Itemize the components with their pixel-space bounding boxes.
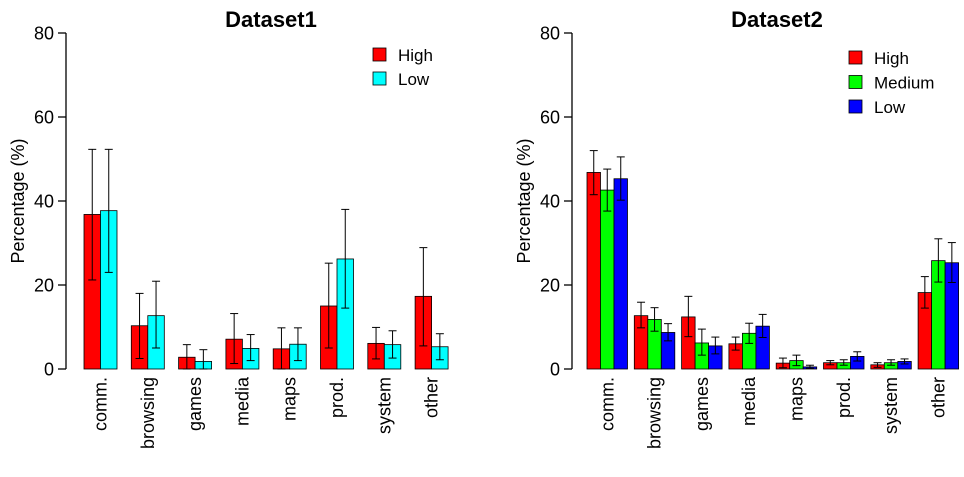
category-label: prod.: [834, 377, 854, 418]
legend-swatch-high: [372, 47, 387, 62]
category-label: prod.: [327, 377, 347, 418]
category-label: comm.: [91, 377, 111, 431]
category-label: maps: [786, 377, 806, 421]
category-label: browsing: [138, 377, 158, 449]
chart-dataset2: Dataset2 0 20 40 60 80 Percentage (%) comm. brow…: [514, 7, 959, 449]
category-label: maps: [280, 377, 300, 421]
legend-label: Low: [398, 70, 430, 89]
bar-high: [586, 172, 601, 370]
category-label: system: [881, 377, 901, 434]
y-axis-label: Percentage (%): [514, 138, 534, 263]
chart-dataset1: Dataset1 0 20 40 60 80 Percentage (%) comm. brow…: [8, 7, 449, 449]
category-label: games: [692, 377, 712, 431]
chart-title: Dataset1: [225, 7, 317, 32]
y-tick-label: 0: [550, 360, 560, 380]
legend-label: High: [398, 46, 433, 65]
bar-medium: [600, 189, 615, 370]
category-label: other: [928, 377, 948, 418]
category-label: system: [374, 377, 394, 434]
legend-label: Medium: [874, 74, 934, 93]
y-tick-label: 20: [540, 276, 560, 296]
legend-swatch-low: [372, 71, 387, 86]
y-tick-label: 20: [34, 276, 54, 296]
y-tick-label: 80: [540, 24, 560, 44]
bar-low: [613, 178, 628, 370]
y-tick-label: 40: [540, 192, 560, 212]
legend-swatch-medium: [848, 75, 863, 89]
legend-label: High: [874, 49, 909, 68]
y-tick-label: 80: [34, 24, 54, 44]
legend-label: Low: [874, 98, 906, 117]
category-label: media: [232, 376, 252, 426]
y-tick-label: 60: [540, 108, 560, 128]
category-label: other: [422, 377, 442, 418]
category-label: browsing: [645, 377, 665, 449]
category-label: media: [739, 376, 759, 426]
legend-swatch-high: [848, 50, 863, 65]
legend-swatch-low: [848, 99, 863, 114]
y-tick-label: 40: [34, 192, 54, 212]
category-label: comm.: [597, 377, 617, 431]
y-tick-label: 0: [44, 360, 54, 380]
y-tick-label: 60: [34, 108, 54, 128]
category-label: games: [185, 377, 205, 431]
y-axis-label: Percentage (%): [8, 138, 28, 263]
chart-title: Dataset2: [731, 7, 823, 32]
